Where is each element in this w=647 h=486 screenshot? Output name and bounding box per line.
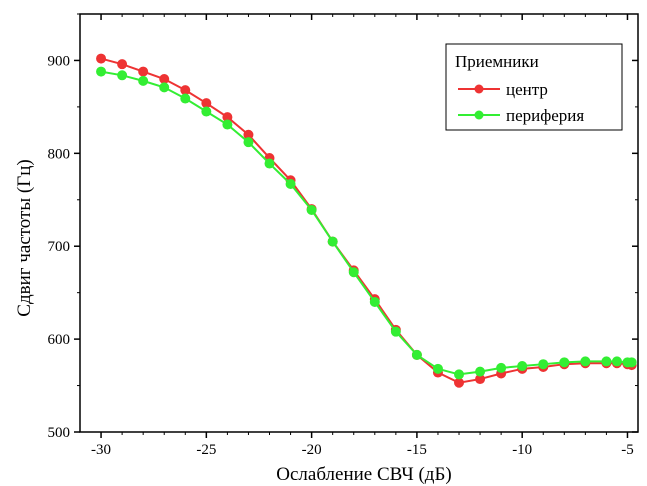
x-tick-label: -5 [621,442,634,458]
data-point [222,119,233,130]
legend-title: Приемники [455,52,539,71]
x-axis-title: Ослабление СВЧ (дБ) [276,464,451,485]
x-tick-label: -10 [512,442,532,458]
data-point [411,349,422,360]
x-tick-label: -15 [407,442,427,458]
legend: Приемники центр периферия [445,43,623,131]
data-point [454,377,465,388]
legend-marker [474,84,484,94]
data-point [306,204,317,215]
x-tick-label: -30 [91,442,111,458]
x-tick-label: -20 [302,442,322,458]
data-point [159,82,170,93]
axes: -30 -25 -20 -15 -10 -5 500 600 700 800 900 [48,13,639,458]
data-point [138,75,149,86]
data-point [517,361,528,372]
data-point [96,66,107,77]
y-tick-label: 500 [48,425,71,441]
data-point [159,74,170,85]
series-line [100,57,632,384]
data-point [475,366,486,377]
data-point [96,53,107,64]
data-point [559,357,570,368]
plot-frame [79,13,639,433]
data-point [580,356,591,367]
legend-label: периферия [506,106,584,125]
data-point [117,59,128,70]
data-point [285,178,296,189]
y-tick-label: 900 [48,53,71,69]
y-tick-label: 700 [48,239,71,255]
data-point [369,296,380,307]
y-axis-title: Сдвиг частоты (Гц) [14,159,35,316]
y-tick-label: 600 [48,332,71,348]
data-point [611,356,622,367]
data-point [201,98,212,109]
data-point [390,326,401,337]
data-point [432,363,443,374]
x-tick-label: -25 [196,442,216,458]
y-tick-label: 800 [48,146,71,162]
data-point [243,137,254,148]
data-point [264,158,275,169]
data-point [454,369,465,380]
series-line [100,70,632,376]
plot-area [96,53,637,388]
data-point [348,267,359,278]
data-point [180,93,191,104]
data-point [601,356,612,367]
data-point [180,85,191,96]
data-point [496,362,507,373]
data-point [626,357,637,368]
data-point [138,66,149,77]
legend-marker [474,110,484,120]
data-point [327,236,338,247]
legend-label: центр [506,80,548,99]
data-point [538,359,549,370]
data-point [117,70,128,81]
data-point [201,106,212,117]
